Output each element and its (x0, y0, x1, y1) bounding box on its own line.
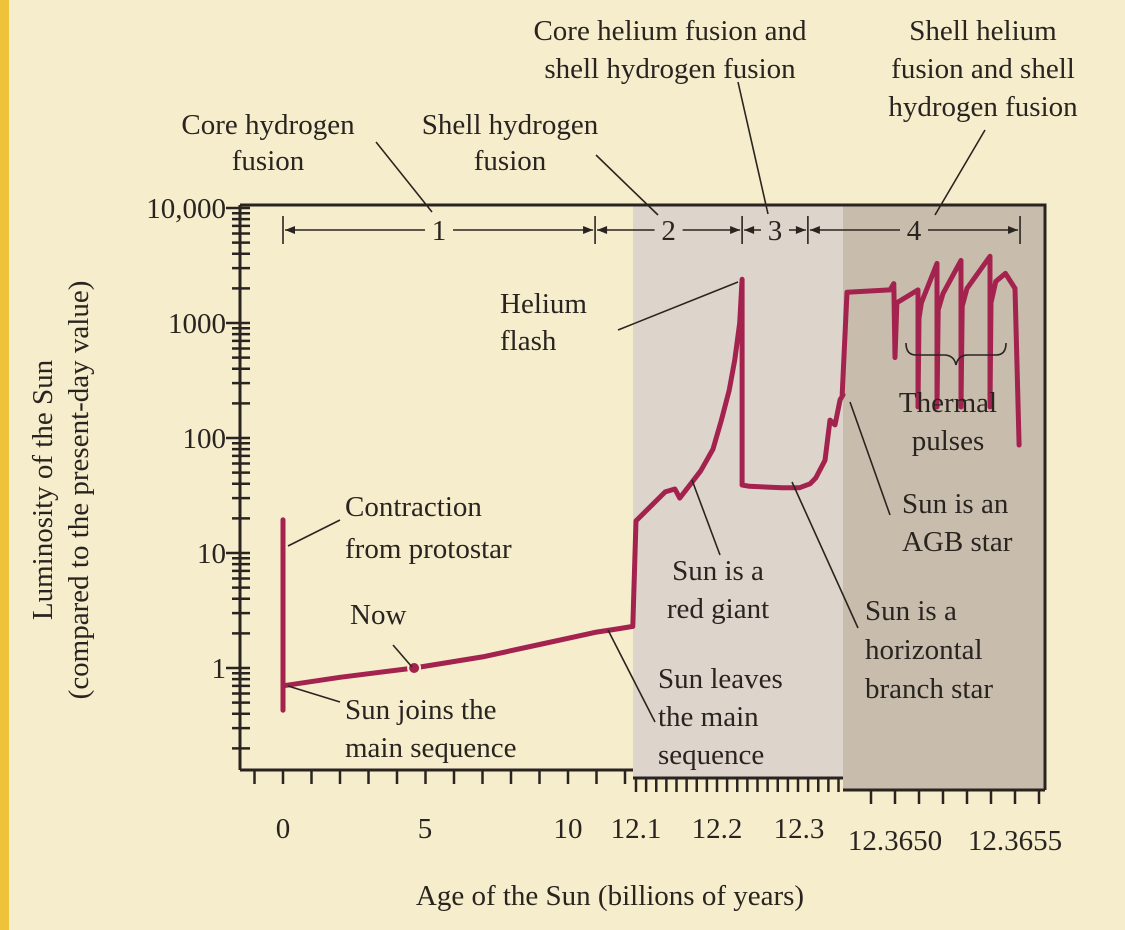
annotation-horizontal-branch: Sun is a (865, 595, 957, 627)
y-tick-label: 10 (197, 538, 226, 570)
annotation-horizontal-branch: horizontal (865, 634, 983, 666)
annotation-helium-flash: flash (500, 325, 557, 357)
annotation-agb-star: AGB star (902, 526, 1013, 558)
plot-frame (240, 203, 1047, 790)
annotation-thermal-pulses: pulses (912, 425, 985, 457)
leader-core-helium (737, 81, 769, 215)
x-tick-label: 12.3 (774, 813, 825, 845)
annotation-leaves-main-sequence: the main (658, 701, 759, 733)
phase-label-4: 4 (907, 215, 922, 247)
annotation-core-hydrogen: fusion (232, 145, 305, 177)
leader-contraction (287, 519, 341, 547)
leader-joins (287, 685, 341, 703)
thermal-pulses-brace (905, 342, 1007, 366)
x-tick-label: 10 (554, 813, 583, 845)
leader-leaves (607, 629, 656, 723)
y-tick-label: 10,000 (146, 193, 226, 225)
leader-now (392, 644, 413, 668)
y-tick-labels: 10,000 1000 100 10 1 (146, 193, 226, 685)
annotation-contraction: from protostar (345, 533, 512, 565)
y-tick-label: 1 (212, 653, 227, 685)
annotation-agb-star: Sun is an (902, 488, 1009, 520)
annotation-shell-helium: Shell helium (909, 15, 1057, 47)
x-tick-label: 12.3650 (848, 825, 942, 857)
annotation-thermal-pulses: Thermal (899, 387, 997, 419)
panel-3-shading (843, 205, 1045, 790)
annotation-core-helium: Core helium fusion and (533, 15, 807, 47)
annotation-joins-main-sequence: main sequence (345, 732, 517, 764)
annotation-shell-helium: hydrogen fusion (888, 91, 1078, 123)
leader-core-hydrogen (375, 141, 433, 213)
page-edge-stripe (0, 0, 9, 930)
leader-shell-helium (934, 129, 986, 216)
annotation-red-giant: red giant (667, 593, 769, 625)
y-tick-label: 100 (183, 423, 227, 455)
annotation-contraction: Contraction (345, 491, 482, 523)
annotation-shell-hydrogen: fusion (474, 145, 547, 177)
y-tick-label: 1000 (168, 308, 226, 340)
annotation-core-hydrogen: Core hydrogen (181, 109, 355, 141)
annotation-joins-main-sequence: Sun joins the (345, 694, 496, 726)
phase-label-3: 3 (768, 215, 783, 247)
x-axis-label: Age of the Sun (billions of years) (416, 880, 804, 912)
phase-label-2: 2 (661, 215, 676, 247)
x-tick-label: 12.2 (692, 813, 743, 845)
phase-label-1: 1 (432, 215, 447, 247)
x-tick-labels: 0 5 10 12.1 12.2 12.3 12.3650 12.3655 (276, 813, 1062, 857)
annotation-leaves-main-sequence: Sun leaves (658, 663, 783, 695)
x-tick-label: 12.3655 (968, 825, 1062, 857)
leader-shell-hydrogen (595, 154, 659, 216)
y-axis-label-line-2: (compared to the present-day value) (63, 281, 95, 700)
annotation-shell-helium: fusion and shell (891, 53, 1075, 85)
leader-lines (287, 81, 1007, 723)
x-tick-label: 12.1 (611, 813, 662, 845)
annotation-horizontal-branch: branch star (865, 673, 993, 705)
annotation-helium-flash: Helium (500, 288, 587, 320)
annotation-red-giant: Sun is a (672, 555, 764, 587)
leader-agb (849, 401, 891, 516)
annotation-core-helium: shell hydrogen fusion (544, 53, 796, 85)
leader-horizontal (791, 481, 859, 629)
leader-helium-flash (617, 281, 739, 331)
y-axis-label-line-1: Luminosity of the Sun (27, 359, 59, 620)
x-tick-label: 0 (276, 813, 291, 845)
luminosity-curve (280, 253, 1022, 689)
x-tick-label: 5 (418, 813, 433, 845)
annotation-shell-hydrogen: Shell hydrogen (422, 109, 599, 141)
annotation-now: Now (350, 599, 406, 631)
leader-red-giant (691, 479, 721, 556)
annotation-leaves-main-sequence: sequence (658, 739, 764, 771)
